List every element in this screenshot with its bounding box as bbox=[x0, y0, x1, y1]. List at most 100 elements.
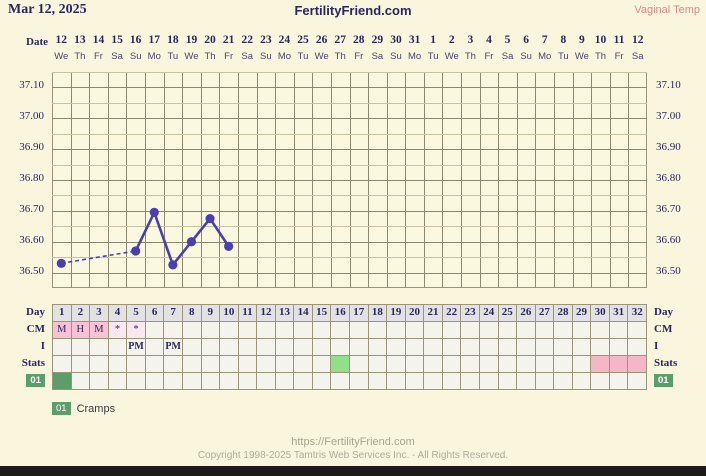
day-cell[interactable]: 11 bbox=[238, 305, 258, 322]
intercourse-cell[interactable] bbox=[257, 339, 276, 356]
intercourse-cell[interactable]: PM bbox=[127, 339, 146, 356]
cm-cell[interactable] bbox=[350, 322, 369, 339]
cm-cell[interactable] bbox=[294, 322, 313, 339]
intercourse-cell[interactable] bbox=[368, 339, 388, 356]
day-cell[interactable]: 12 bbox=[257, 305, 276, 322]
cm-cell[interactable]: H bbox=[71, 322, 91, 339]
data-point[interactable] bbox=[131, 246, 141, 256]
day-cell[interactable]: 17 bbox=[350, 305, 369, 322]
stats-cell[interactable] bbox=[461, 356, 480, 373]
cm-cell[interactable] bbox=[182, 322, 202, 339]
day-cell[interactable]: 5 bbox=[127, 305, 146, 322]
cm-cell[interactable] bbox=[535, 322, 555, 339]
day-cell[interactable]: 9 bbox=[201, 305, 221, 322]
cm-cell[interactable] bbox=[312, 322, 332, 339]
stats-cell[interactable] bbox=[238, 356, 258, 373]
cm-cell[interactable] bbox=[609, 322, 629, 339]
cm-cell[interactable] bbox=[442, 322, 462, 339]
cm-cell[interactable] bbox=[405, 322, 425, 339]
cm-cell[interactable] bbox=[554, 322, 573, 339]
cm-cell[interactable] bbox=[572, 322, 592, 339]
intercourse-cell[interactable] bbox=[591, 339, 610, 356]
note-cell[interactable] bbox=[350, 373, 369, 390]
intercourse-cell[interactable] bbox=[405, 339, 425, 356]
intercourse-cell[interactable] bbox=[535, 339, 555, 356]
temperature-series[interactable] bbox=[52, 72, 647, 288]
day-cell[interactable]: 19 bbox=[387, 305, 406, 322]
note-cell[interactable] bbox=[71, 373, 91, 390]
day-cell[interactable]: 21 bbox=[424, 305, 443, 322]
stats-cell[interactable] bbox=[201, 356, 221, 373]
day-cell[interactable]: 7 bbox=[164, 305, 183, 322]
stats-cell[interactable] bbox=[275, 356, 295, 373]
note-cell[interactable] bbox=[609, 373, 629, 390]
bottom-data-table[interactable]: 1 2 3 4 5 6 7 8 9 10 11 12 13 14 15 16 17 18 19 20 21 22 23 24 2… bbox=[52, 304, 647, 390]
data-point[interactable] bbox=[186, 237, 197, 247]
note-cell[interactable] bbox=[461, 373, 480, 390]
intercourse-cell[interactable] bbox=[312, 339, 332, 356]
note-cell[interactable] bbox=[498, 373, 518, 390]
day-cell[interactable]: 29 bbox=[572, 305, 592, 322]
day-cell[interactable]: 27 bbox=[535, 305, 555, 322]
day-cell[interactable]: 4 bbox=[108, 305, 128, 322]
intercourse-cell[interactable] bbox=[294, 339, 313, 356]
day-cell[interactable]: 31 bbox=[609, 305, 629, 322]
cm-cell[interactable]: M bbox=[53, 322, 72, 339]
cm-cell[interactable]: M bbox=[90, 322, 109, 339]
note-cell[interactable] bbox=[535, 373, 555, 390]
cm-cell[interactable] bbox=[517, 322, 536, 339]
note-cell[interactable] bbox=[53, 373, 72, 390]
note-cell[interactable] bbox=[127, 373, 146, 390]
note-cell[interactable] bbox=[108, 373, 128, 390]
note-cell[interactable] bbox=[294, 373, 313, 390]
note-cell[interactable] bbox=[572, 373, 592, 390]
stats-cell[interactable] bbox=[609, 356, 629, 373]
note-cell[interactable] bbox=[275, 373, 295, 390]
cm-cell[interactable]: * bbox=[108, 322, 128, 339]
day-cell[interactable]: 28 bbox=[554, 305, 573, 322]
intercourse-cell[interactable]: PM bbox=[164, 339, 183, 356]
note-cell[interactable] bbox=[312, 373, 332, 390]
stats-cell[interactable] bbox=[145, 356, 165, 373]
stats-cell[interactable] bbox=[405, 356, 425, 373]
day-cell[interactable]: 25 bbox=[498, 305, 518, 322]
note-cell[interactable] bbox=[182, 373, 202, 390]
note-cell[interactable] bbox=[554, 373, 573, 390]
intercourse-cell[interactable] bbox=[554, 339, 573, 356]
stats-cell[interactable] bbox=[164, 356, 183, 373]
day-cell[interactable]: 22 bbox=[442, 305, 462, 322]
note-cell[interactable] bbox=[479, 373, 499, 390]
cm-cell[interactable] bbox=[461, 322, 480, 339]
data-point[interactable] bbox=[205, 213, 215, 224]
note-cell[interactable] bbox=[517, 373, 536, 390]
note-cell[interactable] bbox=[442, 373, 462, 390]
cm-cell[interactable] bbox=[368, 322, 388, 339]
cm-cell[interactable] bbox=[331, 322, 350, 339]
intercourse-cell[interactable] bbox=[572, 339, 592, 356]
intercourse-cell[interactable] bbox=[90, 339, 109, 356]
day-cell[interactable]: 1 bbox=[53, 305, 72, 322]
intercourse-cell[interactable] bbox=[609, 339, 629, 356]
data-point[interactable] bbox=[56, 258, 66, 268]
intercourse-cell[interactable] bbox=[331, 339, 350, 356]
stats-cell[interactable] bbox=[220, 356, 239, 373]
cm-cell[interactable] bbox=[257, 322, 276, 339]
stats-cell[interactable] bbox=[331, 356, 350, 373]
day-cell[interactable]: 24 bbox=[479, 305, 499, 322]
note-cell[interactable] bbox=[368, 373, 388, 390]
data-point[interactable] bbox=[149, 207, 159, 217]
day-cell[interactable]: 14 bbox=[294, 305, 313, 322]
note-cell[interactable] bbox=[405, 373, 425, 390]
note-cell[interactable] bbox=[387, 373, 406, 390]
note-cell[interactable] bbox=[201, 373, 221, 390]
intercourse-cell[interactable] bbox=[461, 339, 480, 356]
intercourse-cell[interactable] bbox=[424, 339, 443, 356]
note-cell[interactable] bbox=[220, 373, 239, 390]
footer-url[interactable]: https://FertilityFriend.com bbox=[291, 436, 415, 448]
intercourse-cell[interactable] bbox=[238, 339, 258, 356]
stats-cell[interactable] bbox=[424, 356, 443, 373]
cm-cell[interactable] bbox=[164, 322, 183, 339]
day-cell[interactable]: 26 bbox=[517, 305, 536, 322]
cm-cell[interactable] bbox=[238, 322, 258, 339]
stats-cell[interactable] bbox=[628, 356, 647, 373]
